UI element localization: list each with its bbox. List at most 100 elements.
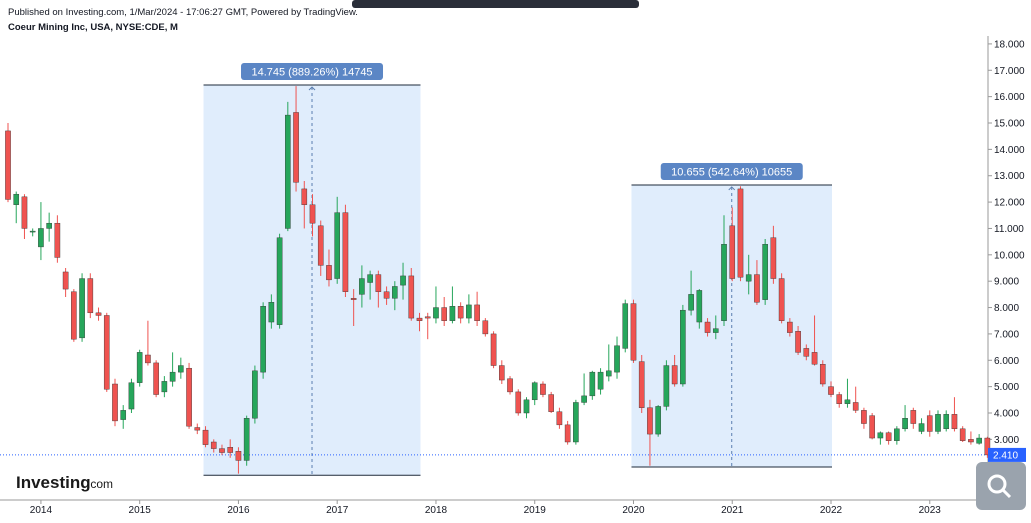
candle [712, 315, 719, 340]
zoom-bg[interactable] [976, 462, 1026, 510]
y-tick-label: 11.000 [994, 224, 1024, 235]
candle [564, 420, 571, 445]
candle [79, 273, 85, 342]
candle [145, 320, 151, 366]
candle [836, 391, 843, 408]
zoom-icon-handle[interactable] [1001, 488, 1012, 499]
candle-body [46, 222, 52, 229]
x-tick-label: 2023 [919, 505, 942, 516]
candle [293, 86, 299, 192]
candle-body [976, 437, 982, 444]
candle-body [671, 365, 678, 385]
candle [392, 281, 398, 311]
candle-body [910, 410, 917, 424]
candle-body [416, 317, 423, 321]
zoom-button[interactable] [976, 462, 1026, 510]
candle [762, 239, 768, 305]
candle-body [466, 304, 472, 319]
candle-body [350, 298, 357, 300]
candle [819, 360, 826, 387]
candle-body [21, 196, 28, 229]
candle-body [301, 188, 308, 205]
candle-body [819, 364, 826, 385]
candle [844, 378, 851, 408]
y-tick-label: 12.000 [994, 198, 1025, 209]
candle [795, 326, 801, 355]
candle-body [79, 278, 85, 339]
candle [112, 378, 118, 427]
candle-body [622, 303, 629, 349]
candle-body [556, 411, 563, 426]
range-label-bg [241, 63, 384, 81]
candle [861, 407, 867, 429]
y-tick-label: 10.000 [994, 250, 1025, 261]
candle-body [754, 274, 760, 303]
candle-body [219, 448, 225, 453]
candle-body [375, 274, 382, 292]
candle-body [597, 371, 604, 390]
range-arrow [728, 186, 736, 191]
candle-body [334, 212, 341, 279]
last-price-tag [988, 447, 1026, 462]
candle-body [688, 294, 694, 311]
candle-body [169, 371, 176, 382]
candle [688, 270, 694, 316]
candle-body [877, 432, 884, 439]
y-tick-label: 14.000 [994, 145, 1025, 156]
candle-body [548, 394, 554, 412]
candle-body [29, 230, 36, 233]
candle-body [638, 361, 645, 408]
x-tick-label: 2015 [129, 505, 152, 516]
candle [210, 439, 217, 453]
candle-body [507, 378, 513, 393]
candle [5, 123, 11, 203]
candle [968, 431, 974, 445]
candle [243, 415, 250, 466]
candle [548, 391, 554, 413]
candle-body [531, 382, 538, 401]
candle [597, 368, 604, 395]
candle [433, 286, 439, 324]
candle-body [268, 302, 275, 323]
candle-body [869, 415, 875, 439]
candle-body [433, 307, 439, 319]
candle [729, 207, 736, 282]
candle [680, 304, 686, 387]
candle-body [564, 424, 571, 443]
y-tick-label: 7.000 [994, 329, 1019, 340]
candle [556, 407, 563, 429]
candle [153, 360, 159, 398]
candle-body [894, 428, 900, 441]
candle-body [712, 328, 719, 333]
candle [622, 299, 629, 353]
candle-body [136, 352, 143, 383]
candle [252, 365, 258, 424]
candle [441, 297, 447, 326]
candle [202, 426, 209, 448]
y-tick-label: 13.000 [994, 171, 1025, 182]
candle-body [968, 439, 974, 443]
candle-body [38, 228, 44, 248]
candle-body [959, 428, 966, 441]
candle [38, 202, 44, 261]
zoom-icon[interactable] [987, 474, 1007, 494]
candle-body [424, 316, 431, 319]
candle [490, 331, 497, 369]
candle-body [260, 306, 266, 373]
candle [87, 273, 94, 319]
candle-body [787, 321, 793, 333]
candle-body [721, 244, 727, 321]
candle-body [13, 193, 20, 205]
y-tick-label: 16.000 [994, 92, 1025, 103]
candle-body [951, 414, 958, 430]
candle [178, 357, 184, 379]
candle [21, 194, 28, 239]
y-tick-label: 18.000 [994, 39, 1025, 50]
x-tick-label: 2018 [425, 505, 448, 516]
candle [334, 196, 341, 284]
candle-body [71, 291, 77, 340]
candle [474, 291, 480, 326]
candle-body [943, 414, 950, 430]
x-tick-label: 2020 [622, 505, 645, 516]
